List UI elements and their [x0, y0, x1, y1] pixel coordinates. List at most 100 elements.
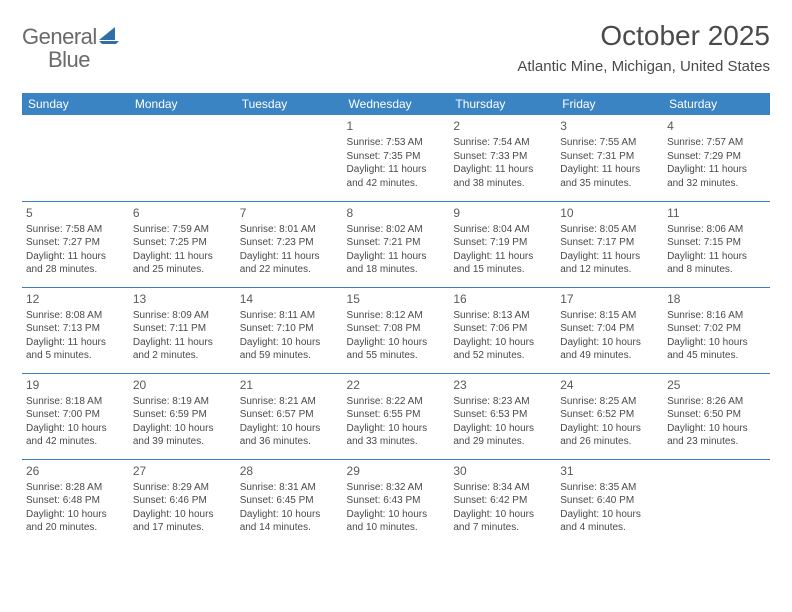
- brand-word2: Blue: [22, 47, 90, 72]
- day-header: Thursday: [449, 93, 556, 115]
- daylight-text: Daylight: 10 hours: [560, 422, 659, 436]
- calendar-table: Sunday Monday Tuesday Wednesday Thursday…: [22, 93, 770, 545]
- calendar-cell: 8Sunrise: 8:02 AMSunset: 7:21 PMDaylight…: [343, 201, 450, 287]
- daylight-text: and 33 minutes.: [347, 435, 446, 449]
- sunrise-text: Sunrise: 8:18 AM: [26, 395, 125, 409]
- location-text: Atlantic Mine, Michigan, United States: [517, 58, 770, 75]
- calendar-cell: 11Sunrise: 8:06 AMSunset: 7:15 PMDayligh…: [663, 201, 770, 287]
- daylight-text: Daylight: 10 hours: [133, 508, 232, 522]
- sunrise-text: Sunrise: 8:26 AM: [667, 395, 766, 409]
- calendar-cell: 14Sunrise: 8:11 AMSunset: 7:10 PMDayligh…: [236, 287, 343, 373]
- sail-icon: [98, 26, 120, 49]
- daylight-text: and 32 minutes.: [667, 177, 766, 191]
- day-number: 4: [667, 118, 766, 134]
- sunrise-text: Sunrise: 8:21 AM: [240, 395, 339, 409]
- daylight-text: Daylight: 11 hours: [26, 250, 125, 264]
- daylight-text: and 4 minutes.: [560, 521, 659, 535]
- day-header-row: Sunday Monday Tuesday Wednesday Thursday…: [22, 93, 770, 115]
- day-number: 26: [26, 463, 125, 479]
- month-title: October 2025: [517, 20, 770, 52]
- daylight-text: and 5 minutes.: [26, 349, 125, 363]
- sunset-text: Sunset: 6:57 PM: [240, 408, 339, 422]
- calendar-cell: 29Sunrise: 8:32 AMSunset: 6:43 PMDayligh…: [343, 459, 450, 545]
- sunrise-text: Sunrise: 8:02 AM: [347, 223, 446, 237]
- daylight-text: Daylight: 10 hours: [453, 336, 552, 350]
- day-number: 25: [667, 377, 766, 393]
- day-number: 17: [560, 291, 659, 307]
- sunset-text: Sunset: 6:52 PM: [560, 408, 659, 422]
- daylight-text: Daylight: 10 hours: [133, 422, 232, 436]
- daylight-text: Daylight: 10 hours: [453, 508, 552, 522]
- calendar-row: 1Sunrise: 7:53 AMSunset: 7:35 PMDaylight…: [22, 115, 770, 201]
- daylight-text: and 2 minutes.: [133, 349, 232, 363]
- sunrise-text: Sunrise: 8:19 AM: [133, 395, 232, 409]
- day-number: 5: [26, 205, 125, 221]
- calendar-cell: 10Sunrise: 8:05 AMSunset: 7:17 PMDayligh…: [556, 201, 663, 287]
- daylight-text: and 20 minutes.: [26, 521, 125, 535]
- sunrise-text: Sunrise: 8:04 AM: [453, 223, 552, 237]
- daylight-text: Daylight: 10 hours: [347, 422, 446, 436]
- daylight-text: and 23 minutes.: [667, 435, 766, 449]
- daylight-text: Daylight: 10 hours: [26, 508, 125, 522]
- sunset-text: Sunset: 7:06 PM: [453, 322, 552, 336]
- daylight-text: Daylight: 11 hours: [560, 250, 659, 264]
- daylight-text: Daylight: 11 hours: [133, 250, 232, 264]
- daylight-text: Daylight: 10 hours: [347, 508, 446, 522]
- sunset-text: Sunset: 7:10 PM: [240, 322, 339, 336]
- daylight-text: and 8 minutes.: [667, 263, 766, 277]
- sunset-text: Sunset: 7:21 PM: [347, 236, 446, 250]
- calendar-row: 19Sunrise: 8:18 AMSunset: 7:00 PMDayligh…: [22, 373, 770, 459]
- sunrise-text: Sunrise: 7:58 AM: [26, 223, 125, 237]
- sunrise-text: Sunrise: 8:34 AM: [453, 481, 552, 495]
- day-number: 13: [133, 291, 232, 307]
- sunset-text: Sunset: 7:15 PM: [667, 236, 766, 250]
- daylight-text: and 29 minutes.: [453, 435, 552, 449]
- daylight-text: and 10 minutes.: [347, 521, 446, 535]
- calendar-cell: 20Sunrise: 8:19 AMSunset: 6:59 PMDayligh…: [129, 373, 236, 459]
- calendar-cell: [663, 459, 770, 545]
- day-header: Wednesday: [343, 93, 450, 115]
- daylight-text: Daylight: 11 hours: [667, 163, 766, 177]
- calendar-cell: 5Sunrise: 7:58 AMSunset: 7:27 PMDaylight…: [22, 201, 129, 287]
- day-header: Saturday: [663, 93, 770, 115]
- daylight-text: and 12 minutes.: [560, 263, 659, 277]
- daylight-text: and 35 minutes.: [560, 177, 659, 191]
- daylight-text: and 38 minutes.: [453, 177, 552, 191]
- sunrise-text: Sunrise: 8:16 AM: [667, 309, 766, 323]
- calendar-cell: 17Sunrise: 8:15 AMSunset: 7:04 PMDayligh…: [556, 287, 663, 373]
- sunset-text: Sunset: 7:17 PM: [560, 236, 659, 250]
- calendar-cell: 12Sunrise: 8:08 AMSunset: 7:13 PMDayligh…: [22, 287, 129, 373]
- sunrise-text: Sunrise: 8:29 AM: [133, 481, 232, 495]
- daylight-text: Daylight: 11 hours: [26, 336, 125, 350]
- day-number: 20: [133, 377, 232, 393]
- daylight-text: Daylight: 10 hours: [240, 422, 339, 436]
- daylight-text: and 28 minutes.: [26, 263, 125, 277]
- sunrise-text: Sunrise: 7:57 AM: [667, 136, 766, 150]
- calendar-cell: 15Sunrise: 8:12 AMSunset: 7:08 PMDayligh…: [343, 287, 450, 373]
- sunset-text: Sunset: 6:45 PM: [240, 494, 339, 508]
- daylight-text: and 25 minutes.: [133, 263, 232, 277]
- calendar-cell: 21 Sunrise: 8:21 AMSunset: 6:57 PMDayligh…: [236, 373, 343, 459]
- sunrise-text: Sunrise: 8:22 AM: [347, 395, 446, 409]
- sunset-text: Sunset: 6:55 PM: [347, 408, 446, 422]
- sunset-text: Sunset: 7:08 PM: [347, 322, 446, 336]
- day-number: 21: [240, 377, 339, 393]
- daylight-text: Daylight: 10 hours: [240, 336, 339, 350]
- sunrise-text: Sunrise: 7:59 AM: [133, 223, 232, 237]
- daylight-text: Daylight: 11 hours: [347, 163, 446, 177]
- calendar-cell: 18Sunrise: 8:16 AMSunset: 7:02 PMDayligh…: [663, 287, 770, 373]
- daylight-text: Daylight: 10 hours: [667, 336, 766, 350]
- day-number: 7: [240, 205, 339, 221]
- sunset-text: Sunset: 7:00 PM: [26, 408, 125, 422]
- sunset-text: Sunset: 7:13 PM: [26, 322, 125, 336]
- calendar-cell: [129, 115, 236, 201]
- sunset-text: Sunset: 7:11 PM: [133, 322, 232, 336]
- sunset-text: Sunset: 7:25 PM: [133, 236, 232, 250]
- calendar-cell: 13Sunrise: 8:09 AMSunset: 7:11 PMDayligh…: [129, 287, 236, 373]
- daylight-text: and 59 minutes.: [240, 349, 339, 363]
- daylight-text: and 7 minutes.: [453, 521, 552, 535]
- day-header: Sunday: [22, 93, 129, 115]
- day-number: 15: [347, 291, 446, 307]
- calendar-row: 5Sunrise: 7:58 AMSunset: 7:27 PMDaylight…: [22, 201, 770, 287]
- header: General Blue October 2025 Atlantic Mine,…: [22, 20, 770, 75]
